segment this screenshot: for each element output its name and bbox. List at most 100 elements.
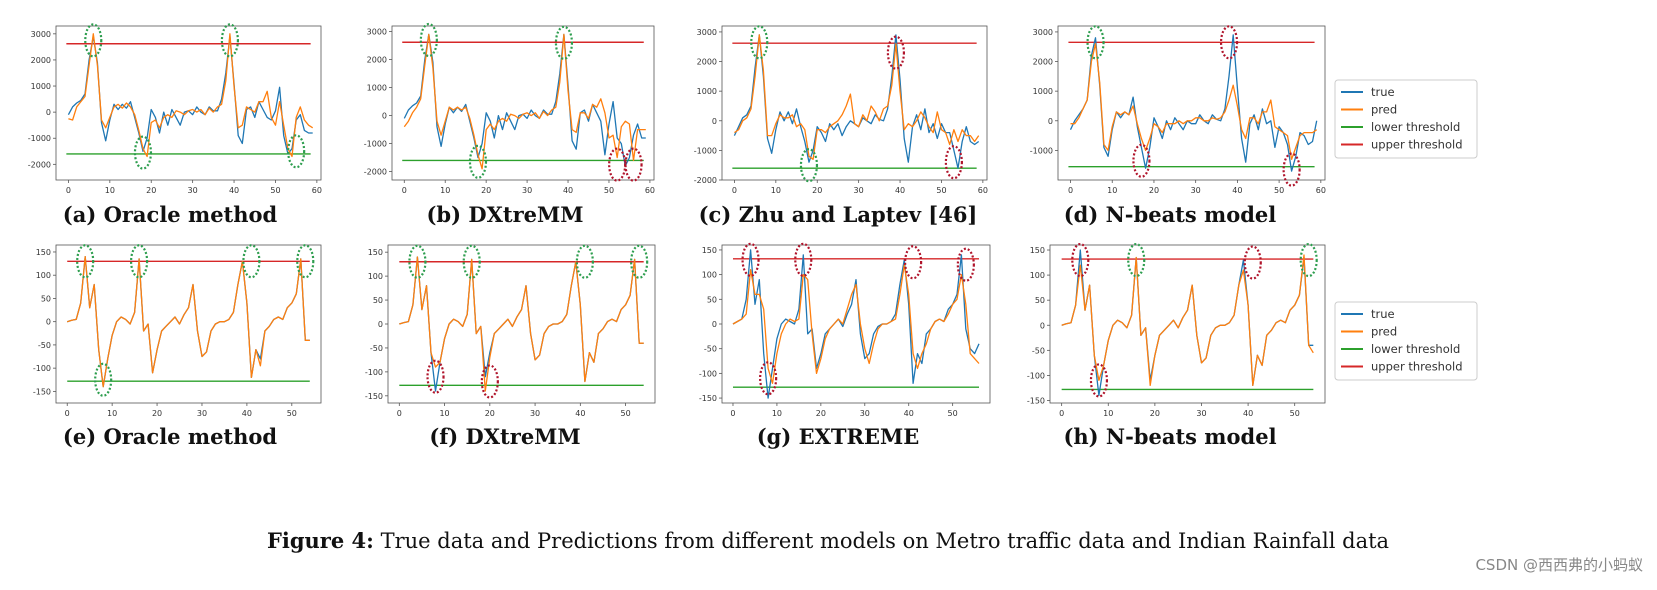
y-tick-label: 3000 [1033,28,1053,37]
plot-frame [1049,244,1326,404]
y-tick-label: 3000 [697,28,717,37]
good-detection-circle [462,244,481,279]
x-tick-label: 10 [771,186,781,195]
x-tick-label: 50 [604,186,614,195]
y-tick-label: -50 [370,344,383,353]
good-detection-circle [575,244,594,279]
good-detection-circle [799,148,819,183]
legend-2: true pred lower threshold upper threshold [1334,301,1478,381]
x-tick-label: 10 [105,186,115,195]
y-tick-label: -150 [365,392,383,401]
y-tick-label: 150 [1030,246,1045,255]
x-tick-label: 0 [1068,186,1073,195]
y-tick-label: 2000 [367,56,387,65]
series-pred-line [734,34,980,160]
y-tick-label: -2000 [694,176,717,185]
chart-panel-3: 0 10 20 30 40 50 60 -2000 -1000 0 1000 2000 3000 [694,25,988,195]
y-tick-label: -150 [1027,396,1045,405]
legend-1: true pred lower threshold upper threshold [1334,79,1478,159]
y-tick-label: 0 [46,108,51,117]
x-tick-label: 60 [978,186,988,195]
legend-label: upper threshold [1371,138,1463,152]
y-tick-label: 2000 [31,56,51,65]
good-detection-circle [296,244,315,279]
y-tick-label: -1000 [28,134,51,143]
missed-detection-circle [1219,25,1239,60]
subplot-caption: (g) EXTREME [756,424,920,449]
x-tick-label: 30 [197,409,207,418]
x-tick-label: 20 [1150,409,1160,418]
x-tick-label: 50 [620,409,630,418]
missed-detection-circle [608,147,627,182]
x-tick-label: 10 [1103,409,1113,418]
plot-frame [721,244,991,404]
x-tick-label: 40 [229,186,239,195]
y-tick-label: -100 [699,369,717,378]
y-tick-label: 100 [368,272,383,281]
y-tick-label: 100 [702,271,717,280]
good-detection-circle [630,244,649,279]
x-tick-label: 0 [66,186,71,195]
x-tick-label: 20 [152,409,162,418]
good-detection-circle [76,244,95,279]
x-tick-label: 20 [481,186,491,195]
chart-panel-8: 0 10 20 30 40 50 -150 -100 -50 0 50 100 150 [1027,242,1326,418]
missed-detection-circle [794,242,813,277]
subplot-caption: (e) Oracle method [62,424,278,449]
x-tick-label: 0 [732,186,737,195]
x-tick-label: 0 [730,409,735,418]
chart-panel-2: 0 10 20 30 40 50 60 -2000 -1000 0 1000 2000 3000 [364,22,655,195]
legend-label: pred [1371,103,1397,117]
legend-label: true [1371,85,1395,99]
x-tick-label: 0 [65,409,70,418]
x-tick-label: 60 [645,186,655,195]
y-tick-label: 1000 [367,84,387,93]
x-tick-label: 50 [287,409,297,418]
good-detection-circle [468,144,488,179]
missed-detection-circle [1243,245,1262,280]
y-tick-label: 150 [702,246,717,255]
series-pred-line [1061,254,1314,387]
x-tick-label: 20 [146,186,156,195]
legend-label: upper threshold [1371,360,1463,374]
y-tick-label: -50 [704,345,717,354]
y-tick-label: 50 [373,296,383,305]
y-tick-label: -50 [1032,346,1045,355]
x-tick-label: 0 [402,186,407,195]
x-tick-label: 40 [895,186,905,195]
good-detection-circle [419,22,438,58]
y-tick-label: 0 [712,117,717,126]
figure-caption-text: True data and Predictions from different… [380,529,1390,553]
y-tick-label: -150 [33,387,51,396]
figure-label: Figure 4: [266,528,374,553]
x-tick-label: 20 [812,186,822,195]
chart-panel-5: 0 10 20 30 40 50 -150 -100 -50 0 50 100 150 [33,244,322,418]
x-tick-label: 30 [860,409,870,418]
plot-frame [1057,25,1326,181]
good-detection-circle [287,134,306,169]
x-tick-label: 40 [563,186,573,195]
missed-detection-circle [1089,363,1109,398]
x-tick-label: 0 [397,409,402,418]
y-tick-label: 0 [382,112,387,121]
y-tick-label: 1000 [697,87,717,96]
legend-label: lower threshold [1371,342,1460,356]
good-detection-circle [554,25,574,60]
x-tick-label: 40 [575,409,585,418]
y-tick-label: 50 [1035,296,1045,305]
y-tick-label: 50 [41,294,51,303]
good-detection-circle [220,23,240,58]
good-detection-circle [84,23,103,58]
missed-detection-circle [886,35,906,70]
series-pred-line [403,33,646,170]
y-tick-label: 1000 [1033,87,1053,96]
y-tick-label: 100 [1030,271,1045,280]
missed-detection-circle [1282,152,1301,187]
y-tick-label: -150 [699,394,717,403]
y-tick-label: 1000 [31,82,51,91]
chart-panel-6: 0 10 20 30 40 50 -150 -100 -50 0 50 100 150 [365,244,656,418]
legend-box [1334,301,1478,381]
legend-box [1334,79,1478,159]
